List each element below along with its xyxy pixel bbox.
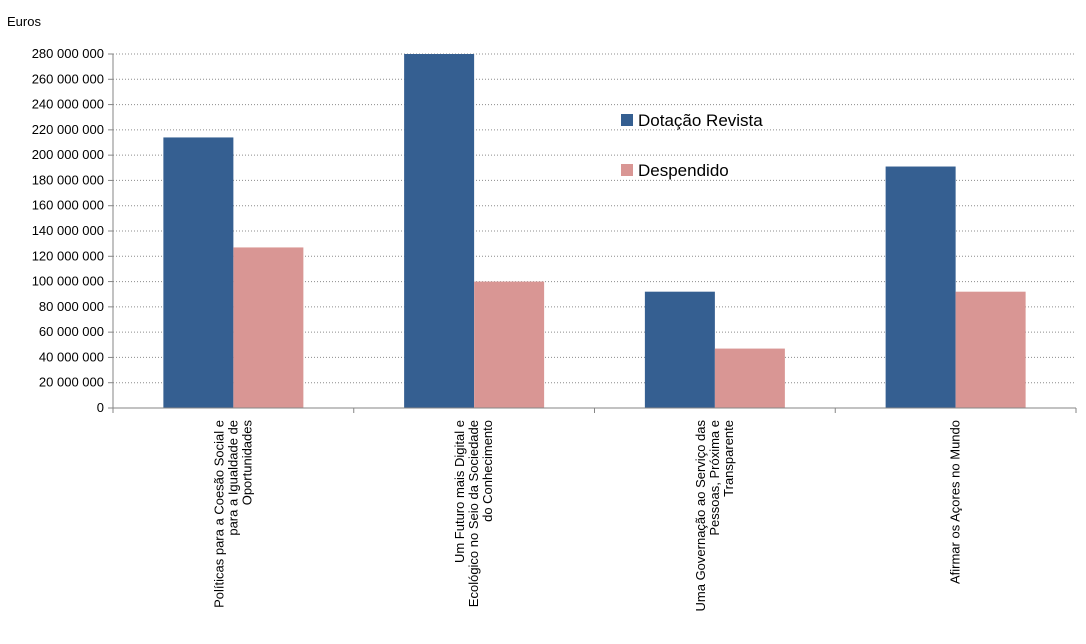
legend-swatch xyxy=(621,164,633,176)
y-tick-labels: 0 20 000 000 40 000 000 60 000 000 80 000 00… xyxy=(32,46,104,415)
axes xyxy=(108,53,1077,413)
bar-despendido xyxy=(955,291,1026,408)
legend: Dotação Revista Despendido xyxy=(621,111,763,180)
bar-despendido xyxy=(474,281,545,408)
x-tick-label-line: do Conhecimento xyxy=(480,420,495,522)
x-tick-label: Políticas para a Coesão Social e para a I… xyxy=(211,420,254,608)
x-tick-label-line: Uma Governação ao Serviço das xyxy=(693,420,708,612)
y-tick-label: 260 000 000 xyxy=(32,71,104,86)
bars xyxy=(163,54,1026,408)
bar-dotacao-revista xyxy=(163,137,234,408)
x-tick-label-line: Oportunidades xyxy=(239,420,254,506)
x-tick-label-line: Políticas para a Coesão Social e xyxy=(211,420,226,608)
legend-entry: Dotação Revista xyxy=(638,111,763,130)
bar-despendido xyxy=(233,247,304,408)
y-tick-label: 60 000 000 xyxy=(39,324,104,339)
y-tick-label: 100 000 000 xyxy=(32,274,104,289)
bar-dotacao-revista xyxy=(404,54,475,408)
y-tick-label: 40 000 000 xyxy=(39,349,104,364)
y-tick-label: 140 000 000 xyxy=(32,223,104,238)
y-tick-label: 160 000 000 xyxy=(32,198,104,213)
legend-swatch xyxy=(621,114,633,126)
x-tick-label-line: Ecológico no Seio da Sociedade xyxy=(466,420,481,607)
x-tick-labels: Políticas para a Coesão Social e para a I… xyxy=(211,420,962,612)
x-tick-label: Uma Governação ao Serviço das Pessoas, Pr… xyxy=(693,420,736,612)
y-tick-label: 280 000 000 xyxy=(32,46,104,61)
y-tick-label: 180 000 000 xyxy=(32,172,104,187)
x-tick-label-line: Transparente xyxy=(721,420,736,497)
y-axis-label: Euros xyxy=(7,14,41,29)
x-tick-label: Um Futuro mais Digital e Ecológico no Sei… xyxy=(452,420,495,607)
x-tick-label-line: Pessoas, Próxima e xyxy=(707,420,722,536)
bar-dotacao-revista xyxy=(885,166,956,408)
y-tick-label: 120 000 000 xyxy=(32,248,104,263)
y-tick-label: 220 000 000 xyxy=(32,122,104,137)
y-tick-label: 200 000 000 xyxy=(32,147,104,162)
y-tick-label: 20 000 000 xyxy=(39,375,104,390)
x-tick-label-line: Um Futuro mais Digital e xyxy=(452,420,467,563)
bar-despendido xyxy=(714,348,785,408)
legend-entry: Despendido xyxy=(638,161,729,180)
y-tick-label: 240 000 000 xyxy=(32,97,104,112)
bar-dotacao-revista xyxy=(644,291,715,408)
x-tick-label-line: Afirmar os Açores no Mundo xyxy=(948,420,963,584)
y-tick-label: 80 000 000 xyxy=(39,299,104,314)
x-tick-label: Afirmar os Açores no Mundo xyxy=(948,420,963,584)
y-tick-label: 0 xyxy=(97,400,104,415)
x-tick-label-line: para a Igualdade de xyxy=(225,420,240,536)
